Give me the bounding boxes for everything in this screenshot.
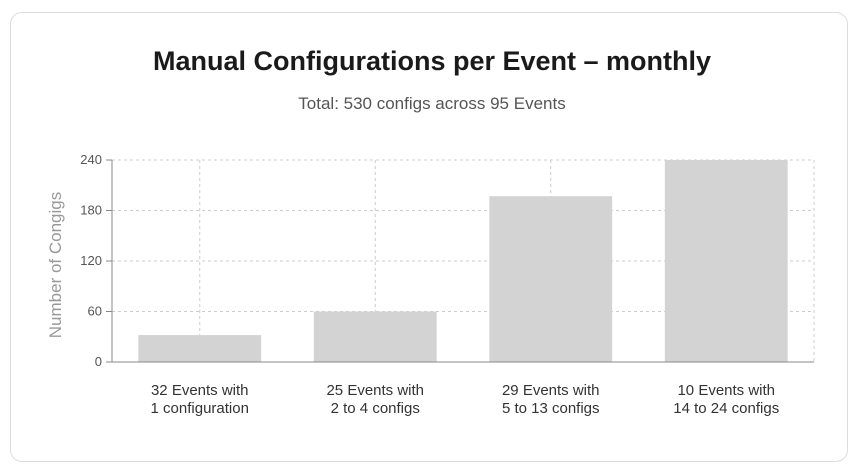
y-tick-label: 0 xyxy=(95,354,102,369)
x-tick-label: 32 Events with 1 configuration xyxy=(151,382,249,417)
x-tick-label-line: 5 to 13 configs xyxy=(502,400,600,417)
chart-title: Manual Configurations per Event – monthl… xyxy=(152,46,712,76)
x-tick-label: 10 Events with 14 to 24 configs xyxy=(673,382,779,417)
y-tick-label: 120 xyxy=(80,253,102,268)
bar xyxy=(313,311,437,362)
x-tick-label-line: 14 to 24 configs xyxy=(673,400,779,417)
x-tick-label-line: 32 Events with xyxy=(151,382,249,399)
bar xyxy=(664,160,788,362)
y-tick-label: 60 xyxy=(88,304,102,319)
bar xyxy=(138,335,262,362)
y-axis-label: Number of Congigs xyxy=(46,192,65,338)
x-tick-label-line: 2 to 4 configs xyxy=(331,400,420,417)
y-tick-label: 240 xyxy=(80,152,102,167)
x-tick-label-line: 25 Events with xyxy=(326,382,424,399)
x-tick-label: 25 Events with 2 to 4 configs xyxy=(326,382,424,417)
bar xyxy=(489,196,613,362)
x-tick-label-line: 10 Events with xyxy=(677,382,775,399)
x-tick-label: 29 Events with 5 to 13 configs xyxy=(502,382,600,417)
x-tick-label-line: 1 configuration xyxy=(151,400,249,417)
x-tick-label-line: 29 Events with xyxy=(502,382,600,399)
chart-subtitle: Total: 530 configs across 95 Events xyxy=(298,94,566,113)
y-tick-label: 180 xyxy=(80,203,102,218)
